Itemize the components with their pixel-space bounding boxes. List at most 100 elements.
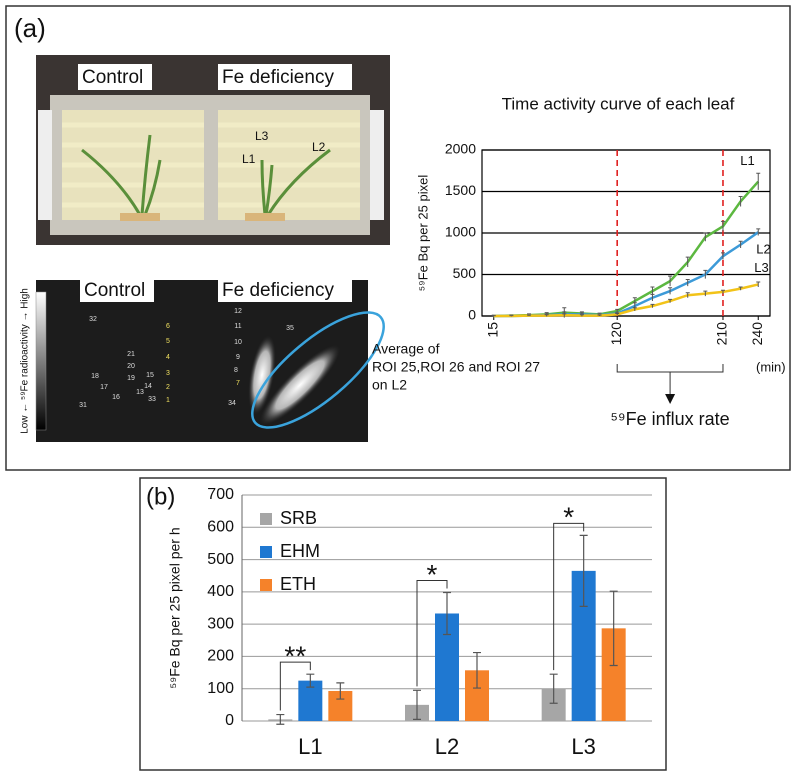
y-tick-label: 300 [207, 615, 234, 632]
series-line [493, 283, 759, 318]
leaf-label: L1 [242, 152, 256, 166]
error-bar [336, 682, 345, 700]
roi-label: 3 [166, 370, 170, 377]
error-bar [413, 689, 421, 720]
significance-label: * [563, 502, 574, 533]
y-axis-label: ⁵⁹Fe Bq per 25 pixel per h [167, 527, 183, 688]
error-bar [650, 293, 655, 302]
panel-a-frame [5, 5, 791, 471]
roi-label: 12 [234, 308, 242, 315]
error-bar [685, 278, 690, 287]
roi-label: 5 [166, 338, 170, 345]
error-bar [720, 252, 725, 260]
error-bar [579, 534, 588, 607]
y-tick-label: 0 [468, 307, 476, 323]
error-bar [276, 713, 285, 725]
significance-label: * [427, 559, 438, 590]
error-bar [609, 590, 618, 667]
error-bar [632, 307, 637, 312]
roi-label: 16 [112, 394, 120, 401]
leaf-label: L3 [255, 129, 269, 143]
error-bar [549, 673, 558, 704]
x-tick-label: 120 [608, 322, 624, 346]
error-bar [491, 315, 496, 317]
y-tick-label: 400 [207, 583, 234, 600]
error-bar [473, 651, 481, 689]
photo-label: Fe deficiency [222, 67, 334, 88]
roi-label: 31 [79, 402, 87, 409]
y-tick-label: 600 [207, 519, 234, 536]
error-bar [650, 286, 655, 296]
error-bar [756, 172, 761, 190]
plant-photo [36, 55, 390, 245]
y-tick-label: 1000 [445, 224, 476, 240]
error-bar [756, 281, 761, 287]
error-bar [703, 269, 708, 279]
influx-label: ⁵⁹Fe influx rate [610, 409, 729, 429]
roi-label: 13 [136, 389, 144, 396]
colorbar-label: Low ← ⁵⁹Fe radioactivity → High [20, 288, 31, 434]
error-bar [703, 232, 708, 242]
roi-label: 7 [236, 380, 240, 387]
roi-annotation: on L2 [372, 377, 407, 393]
arrow-head [665, 394, 676, 404]
roi-label: 17 [100, 384, 108, 391]
error-bar [579, 314, 584, 317]
legend-marker [260, 579, 272, 591]
error-bar [668, 287, 673, 295]
significance-bracket [279, 661, 311, 711]
significance-bracket [416, 580, 448, 687]
bracket [616, 364, 724, 396]
leaf-label: L2 [312, 140, 326, 154]
series-line [493, 180, 760, 318]
error-bar [685, 256, 690, 268]
roi-label: 35 [286, 325, 294, 332]
roi-label: 21 [127, 351, 135, 358]
roi-label: 1 [166, 397, 170, 404]
y-tick-label: 2000 [445, 141, 476, 157]
y-tick-label: 1500 [445, 182, 476, 198]
error-bar [720, 289, 725, 294]
y-tick-label: 500 [453, 265, 477, 281]
error-bar [615, 313, 620, 316]
roi-label: 32 [89, 316, 97, 323]
x-tick-label: L3 [571, 734, 595, 759]
error-bar [306, 673, 315, 688]
x-tick-label: 15 [484, 322, 500, 338]
roi-label: 15 [146, 372, 154, 379]
significance-label: ** [284, 641, 306, 672]
plot-frame [481, 149, 771, 317]
legend-marker [260, 546, 272, 558]
x-axis-label: (min) [756, 359, 786, 374]
error-bar [738, 286, 743, 291]
y-tick-label: 0 [225, 712, 234, 729]
error-bar [756, 228, 761, 236]
legend-label: ETH [280, 574, 316, 594]
roi-label: 11 [234, 323, 241, 330]
significance-bracket [553, 522, 585, 671]
roi-label: 10 [234, 339, 242, 346]
error-bar [685, 292, 690, 298]
error-bar [668, 275, 673, 287]
panel-b-frame [139, 477, 667, 771]
autoradiograph [35, 280, 385, 442]
panel-label: (a) [14, 13, 46, 43]
roi-label: 20 [127, 363, 135, 370]
error-bar [738, 195, 743, 207]
error-bar [738, 240, 743, 248]
error-bar [597, 314, 602, 316]
roi-label: 33 [148, 396, 156, 403]
roi-label: 6 [166, 323, 170, 330]
error-bar [527, 314, 532, 316]
error-bar [650, 303, 655, 308]
roi-label: 18 [91, 373, 99, 380]
roi-label: 8 [234, 367, 238, 374]
x-tick-label: 210 [714, 322, 730, 346]
roi-label: 14 [144, 383, 152, 390]
image-label: Control [84, 280, 145, 301]
roi-annotation: Average of [372, 341, 440, 357]
x-tick-label: 240 [749, 322, 765, 346]
roi-label: 4 [166, 354, 170, 361]
panel-label: (b) [146, 483, 175, 510]
